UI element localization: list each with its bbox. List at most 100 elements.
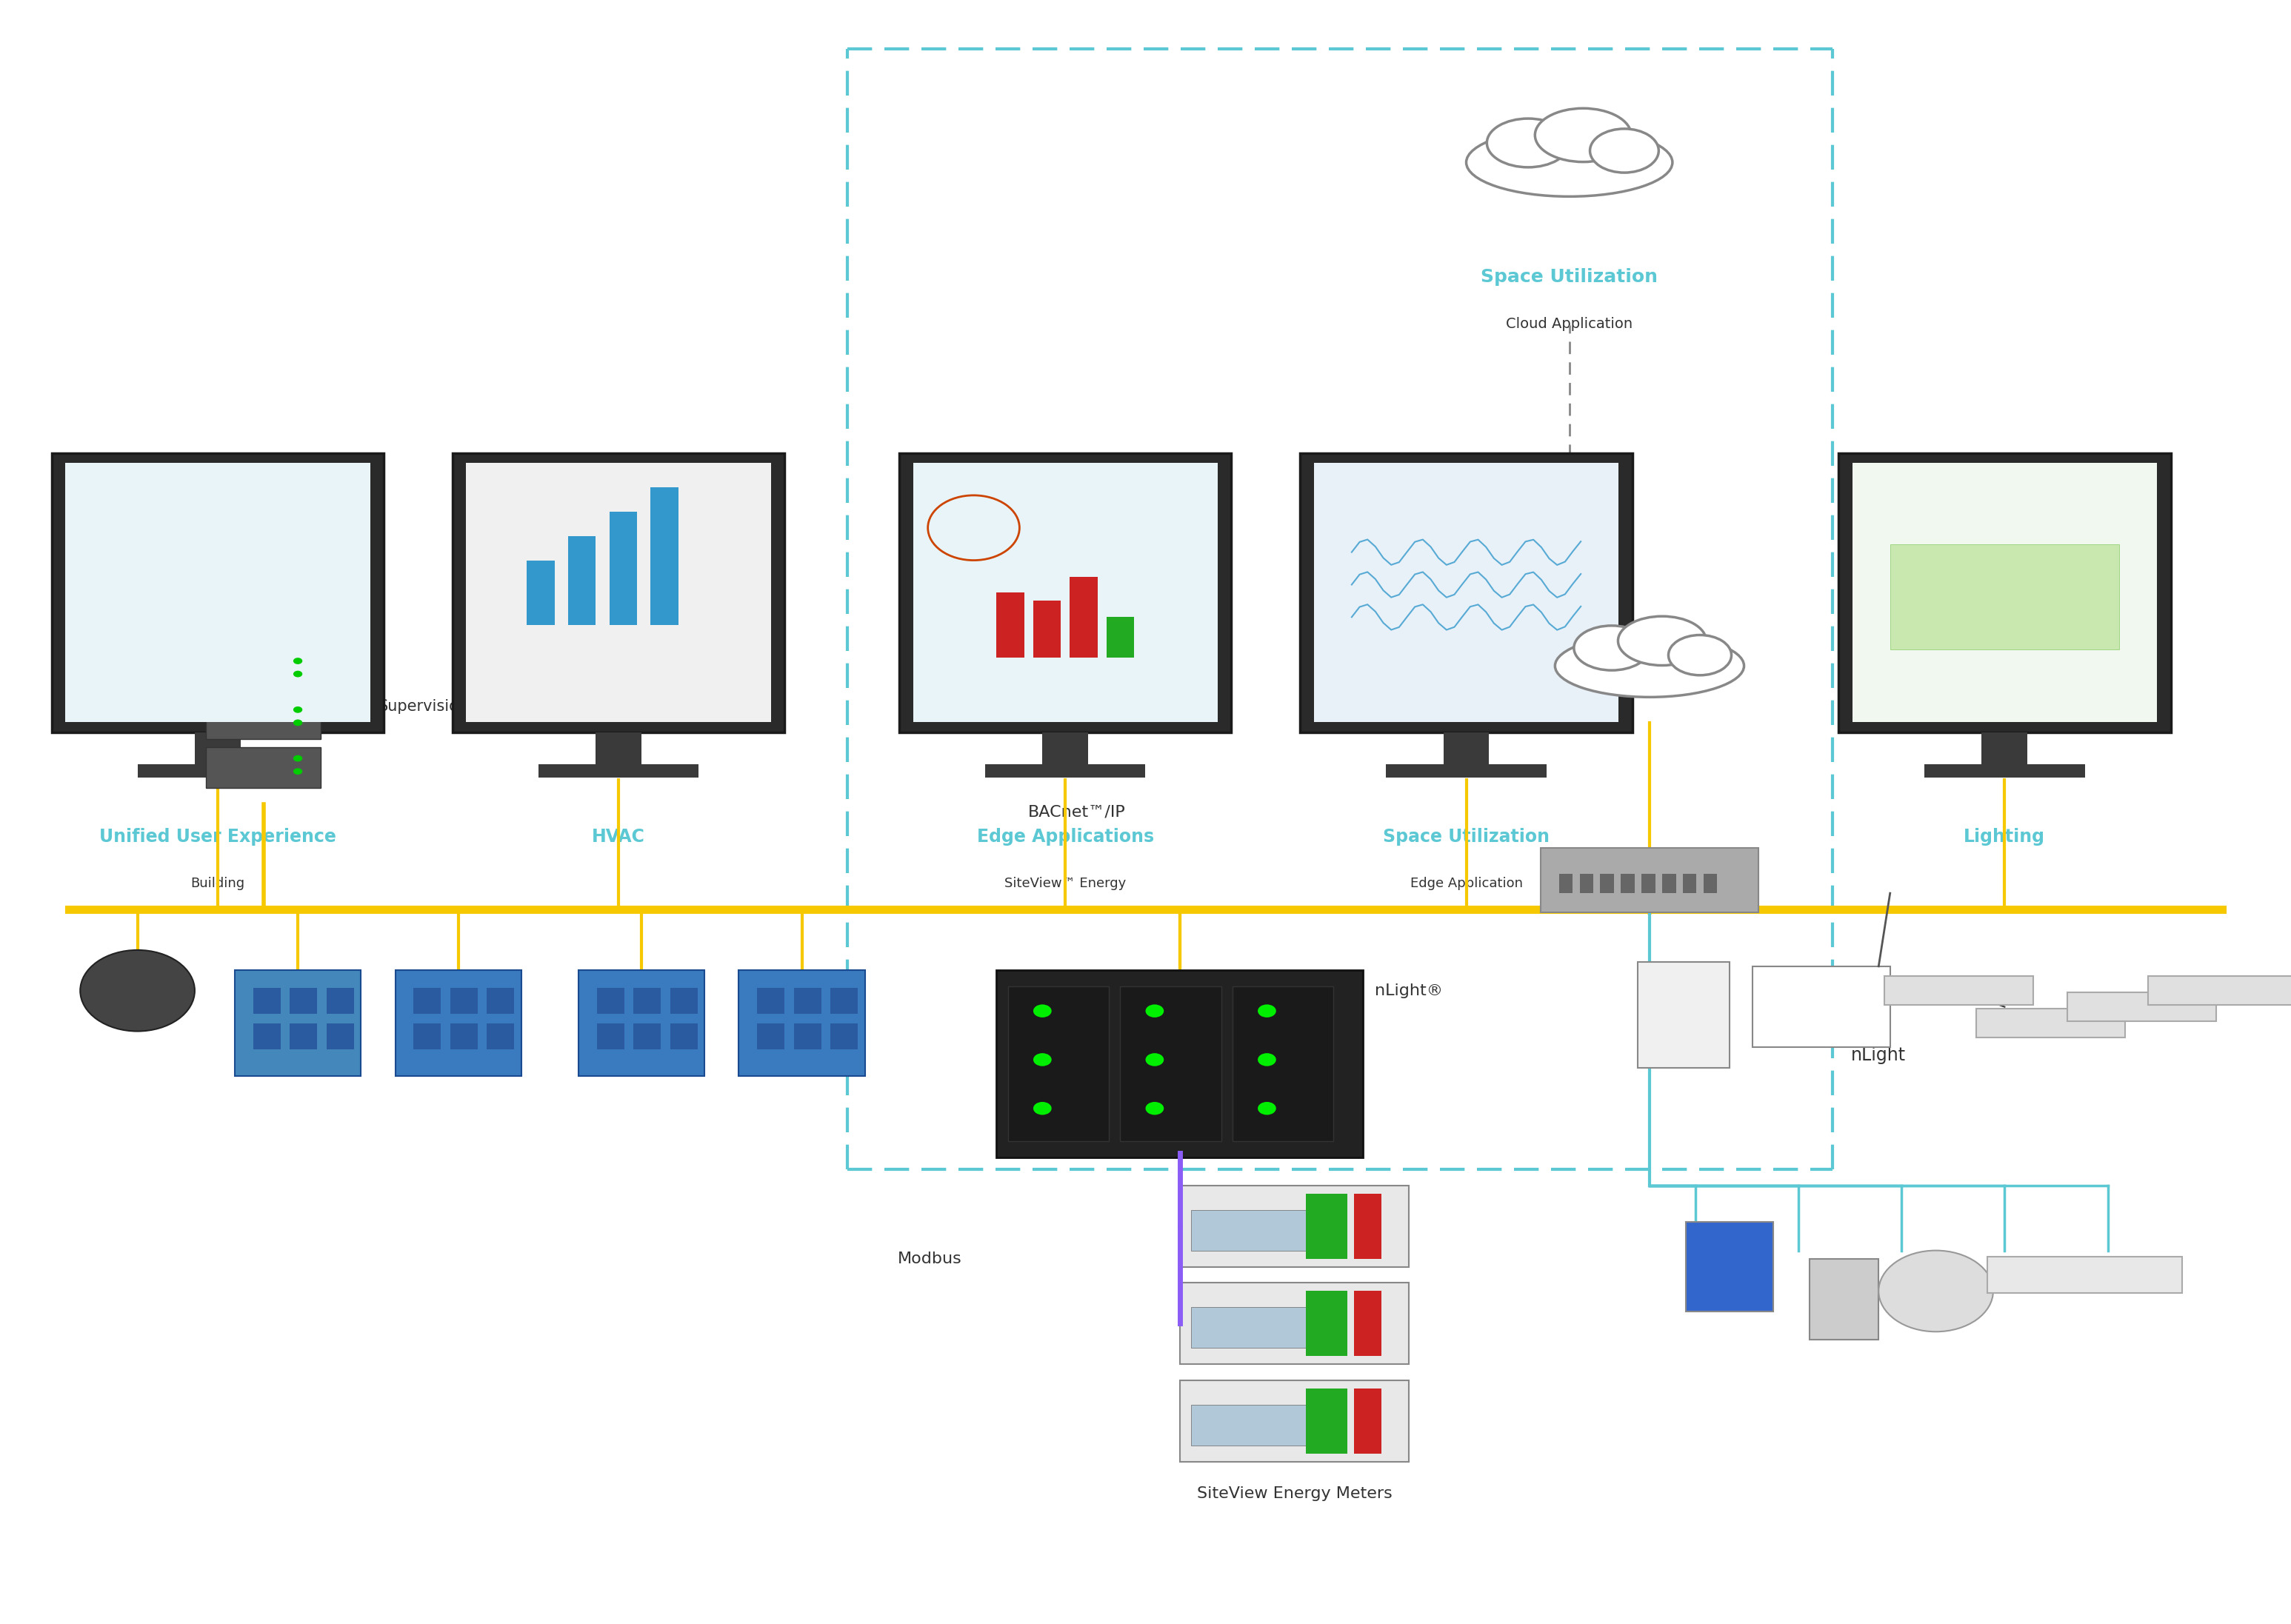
Bar [829,987,857,1013]
Bar [1107,617,1134,658]
Bar [1851,463,2158,723]
Bar [137,765,298,778]
Bar [206,698,321,739]
Circle shape [293,658,302,664]
Bar [997,971,1363,1156]
Text: SiteView Energy Meters: SiteView Energy Meters [1196,1486,1393,1501]
Bar [1180,1283,1409,1364]
Bar [1558,874,1572,893]
Text: Space Utilization: Space Utilization [1480,268,1659,286]
Bar [1890,544,2119,650]
Bar [1191,1307,1306,1348]
Circle shape [1033,1101,1052,1114]
Circle shape [1033,1004,1052,1017]
Bar [1599,874,1613,893]
Bar [985,765,1146,778]
Bar [486,987,513,1013]
Text: Lighting: Lighting [1963,828,2046,846]
Bar [2147,976,2291,1005]
Circle shape [293,671,302,677]
Bar [53,453,383,732]
Bar [1042,732,1088,768]
Bar [1233,987,1333,1140]
Bar [234,970,360,1075]
Text: Unified User Experience: Unified User Experience [99,828,337,846]
Bar [1443,732,1489,768]
Bar [1354,1291,1381,1356]
Bar [1191,1405,1306,1445]
Text: nLight: nLight [1851,1047,1906,1064]
Circle shape [80,950,195,1031]
Bar [1686,1221,1773,1312]
Bar [756,1023,784,1049]
Bar [568,536,596,625]
Circle shape [293,706,302,713]
Ellipse shape [1574,625,1650,671]
Bar [1620,874,1633,893]
Bar [1810,1259,1879,1340]
Circle shape [293,768,302,775]
Bar [467,463,770,723]
Bar [1306,1194,1347,1259]
Bar [669,1023,696,1049]
Bar [898,453,1233,732]
Circle shape [1146,1004,1164,1017]
Text: n
LIGHT: n LIGHT [1718,1260,1741,1273]
Bar [1306,1389,1347,1453]
Bar [632,987,660,1013]
Bar [1354,1194,1381,1259]
Text: Modbus: Modbus [898,1250,962,1267]
Bar [1313,463,1617,723]
Text: Cloud Application: Cloud Application [1505,317,1633,331]
Bar [1682,874,1695,893]
Bar [609,512,637,625]
Bar [1661,874,1675,893]
Bar [738,970,864,1075]
Bar [64,463,369,723]
Text: SiteView™ Energy: SiteView™ Energy [1003,877,1127,890]
Bar [1008,987,1109,1140]
Bar [527,560,554,625]
Text: HVAC: HVAC [591,828,646,846]
Bar [1753,966,1890,1047]
Ellipse shape [1617,615,1707,666]
Bar [206,747,321,788]
Bar [912,463,1219,723]
Bar [1540,848,1759,913]
Circle shape [1146,1101,1164,1114]
Bar [412,1023,440,1049]
Text: Edge Applications: Edge Applications [976,828,1155,846]
Bar [486,1023,513,1049]
Text: nLight®: nLight® [1375,983,1443,999]
Bar [577,970,706,1075]
Bar [1924,765,2085,778]
Text: BACnet™/IP: BACnet™/IP [1029,804,1125,820]
Bar [1120,987,1221,1140]
Bar [1191,1210,1306,1250]
Bar [1299,453,1631,732]
Bar [596,1023,623,1049]
Bar [449,987,479,1013]
Bar [328,987,355,1013]
Bar [632,1023,660,1049]
Bar [756,987,784,1013]
Bar [1640,874,1654,893]
Bar [669,987,696,1013]
Bar [1180,1380,1409,1462]
Bar [328,1023,355,1049]
Circle shape [1258,1052,1276,1065]
Bar [1033,601,1061,658]
Bar [1354,1389,1381,1453]
Bar [651,487,678,625]
Bar [829,1023,857,1049]
Bar [252,987,280,1013]
Bar [596,732,641,768]
Bar [1883,976,2032,1005]
Ellipse shape [1487,119,1569,167]
Circle shape [293,719,302,726]
Bar [1386,765,1546,778]
Bar [396,970,522,1075]
Bar [1702,874,1718,893]
Bar [2069,992,2215,1021]
Circle shape [293,755,302,762]
